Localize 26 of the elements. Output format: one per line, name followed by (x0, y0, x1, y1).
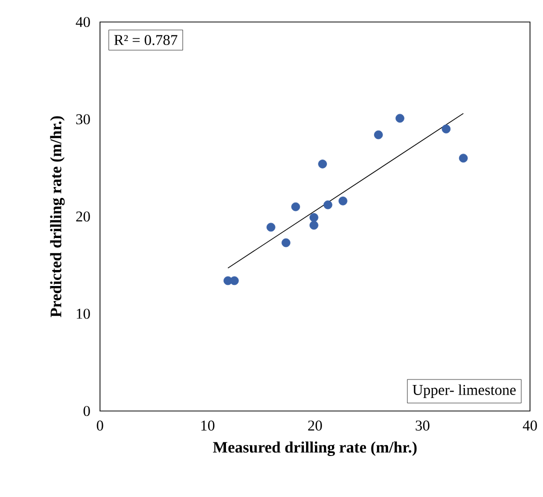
point (442, 124, 451, 134)
point (318, 160, 327, 168)
y-axis-title: Predicted drilling rate (m/hr.) (50, 116, 65, 318)
x-tick-label: 10 (201, 420, 214, 431)
point (458, 154, 468, 163)
y-tick-label: 40 (76, 16, 90, 28)
point (310, 220, 318, 230)
y-tick-label: 20 (76, 211, 90, 222)
point (291, 202, 300, 212)
x-tick-label: 0 (96, 420, 104, 431)
point (374, 130, 383, 140)
point (396, 114, 404, 123)
point (266, 222, 276, 232)
y-tick-label: 30 (76, 114, 90, 124)
point (324, 200, 332, 210)
point (282, 238, 290, 248)
x-tick-label: 30 (416, 420, 430, 431)
point (338, 196, 348, 206)
point (310, 213, 318, 222)
y-tick-label: 0 (84, 406, 90, 416)
x-tick-label: 20 (308, 420, 322, 431)
y-tick-label: 10 (76, 308, 90, 319)
x-axis-title: Measured drilling rate (m/hr.) (212, 441, 417, 456)
annotation: Upper- limestone (412, 384, 516, 398)
x-tick-label: 40 (522, 420, 537, 431)
annotation: R² = 0.787 (114, 34, 178, 46)
